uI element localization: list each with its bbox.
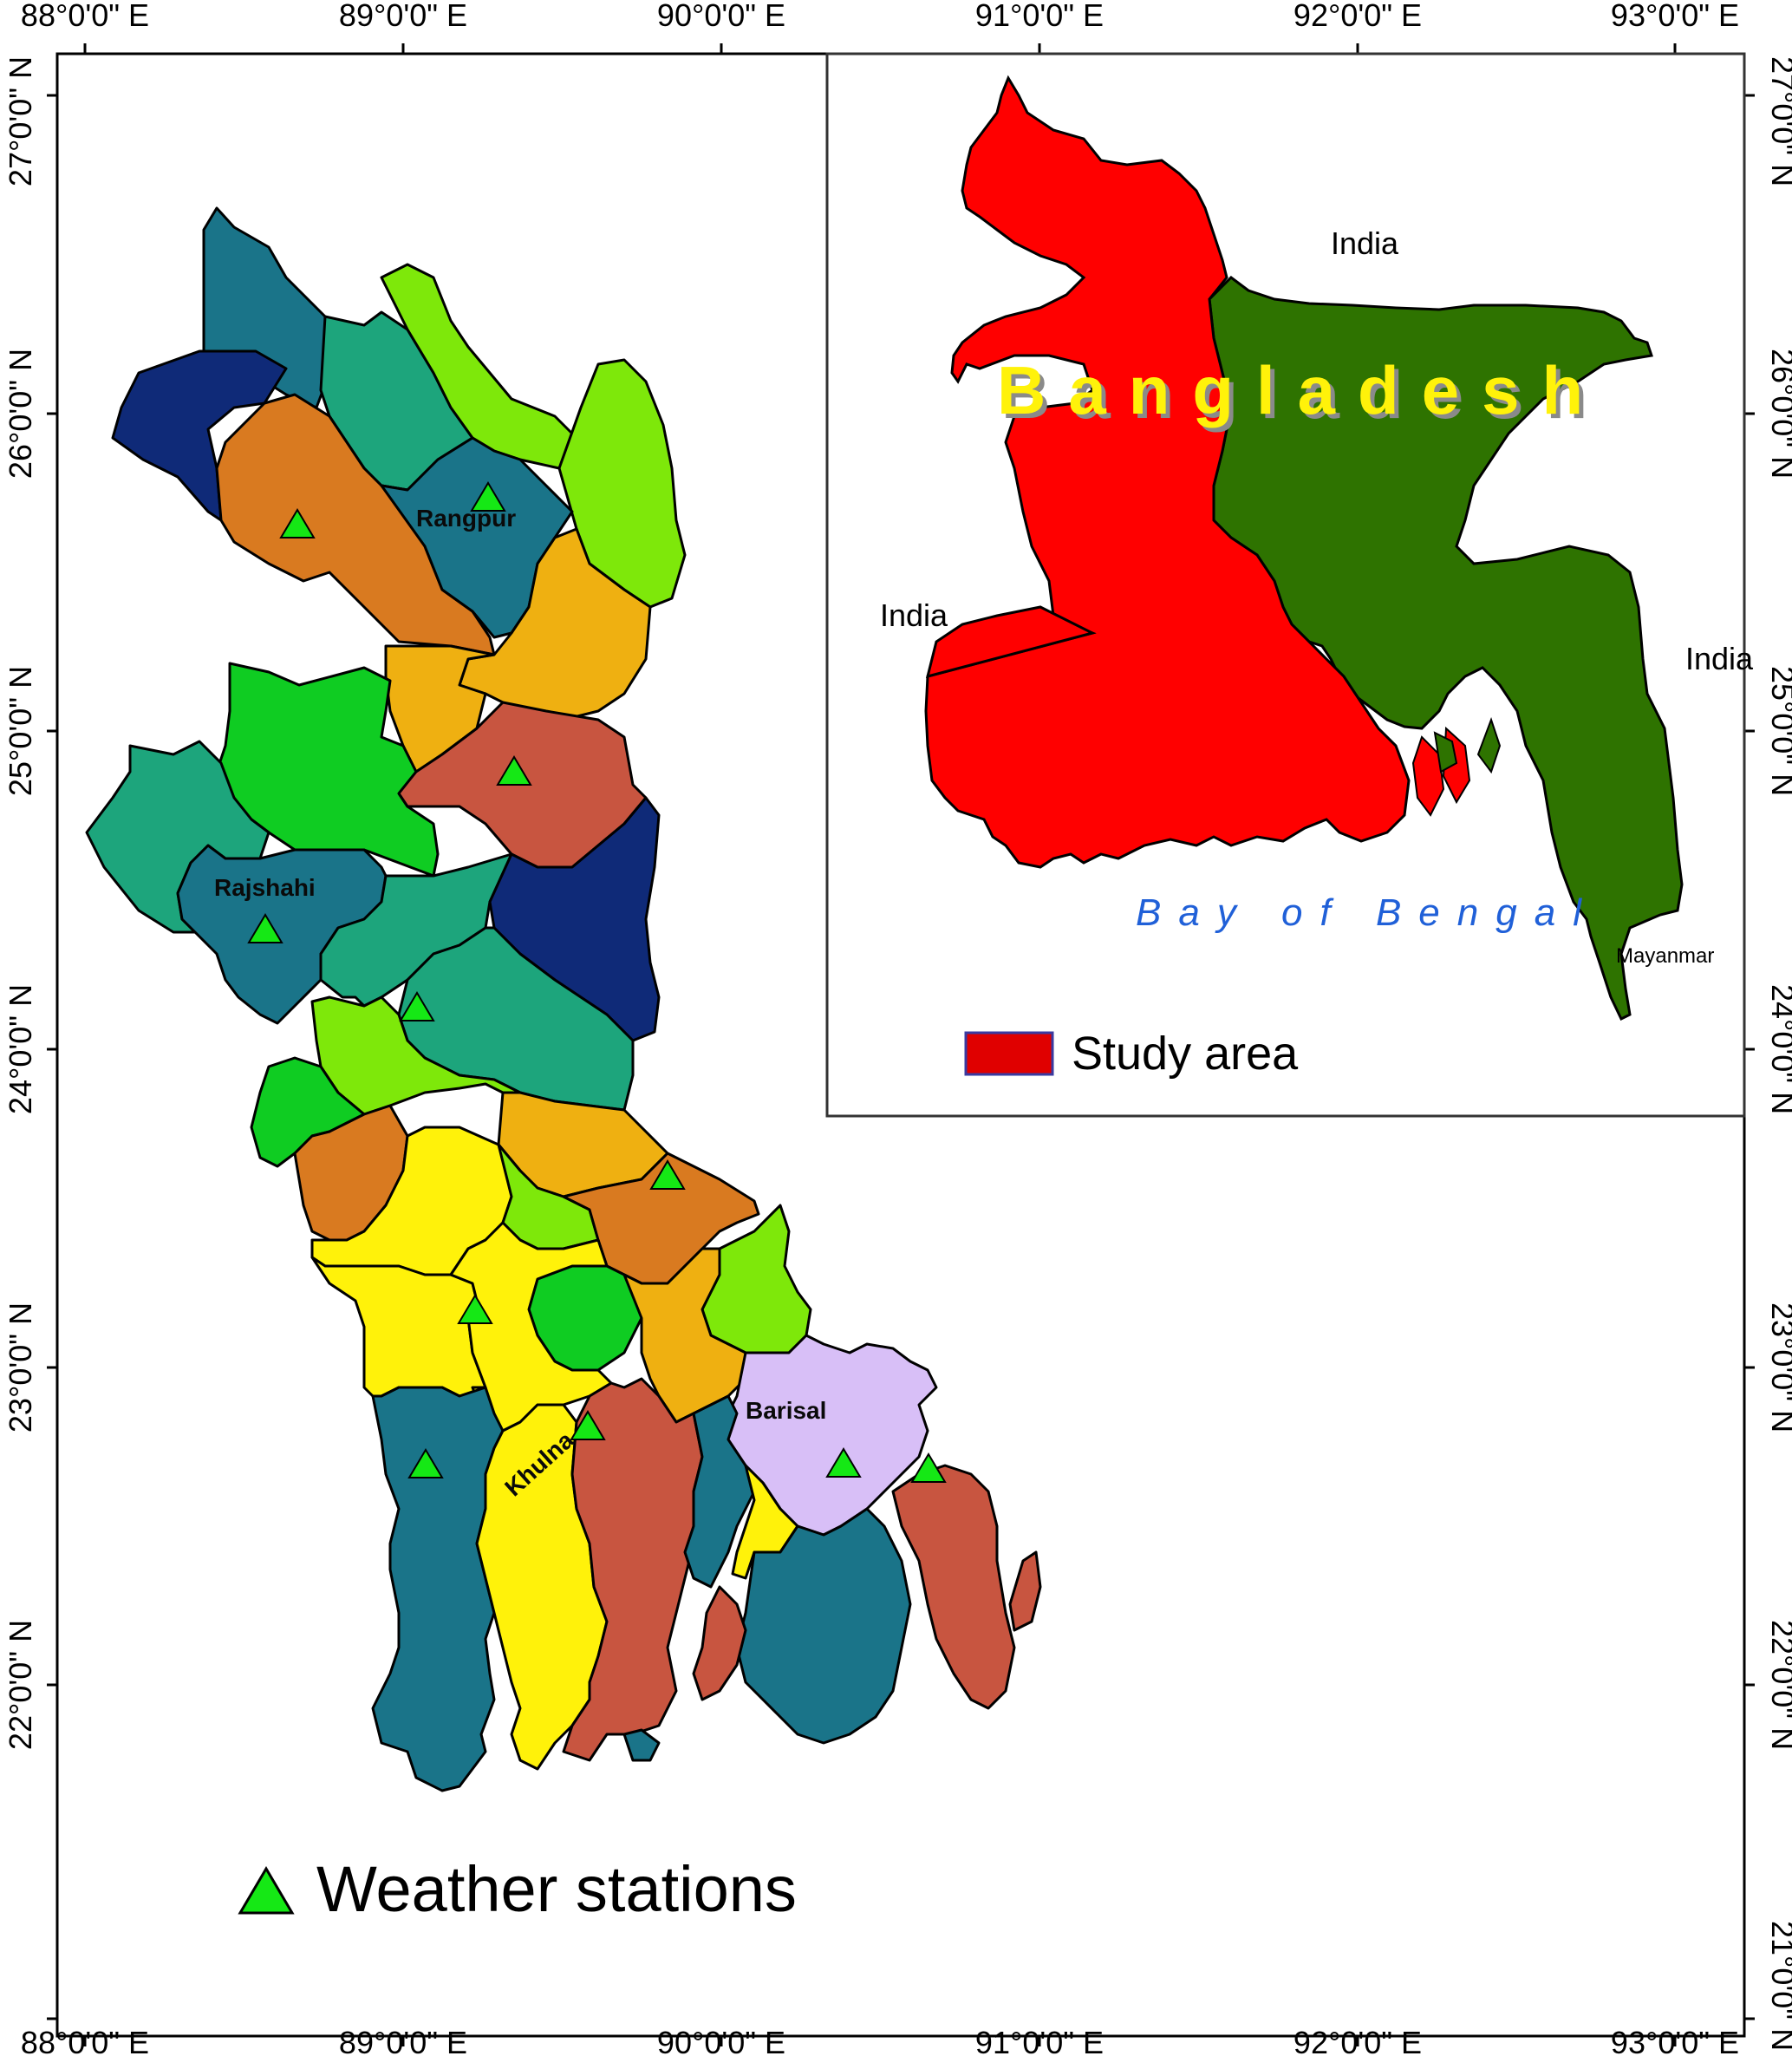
district — [891, 1464, 1016, 1710]
lat-label-right: 24°0'0" N — [1765, 984, 1792, 1114]
lon-label-top: 93°0'0" E — [1611, 0, 1739, 33]
inset-label-india-east: India — [1685, 641, 1754, 676]
inset-map: Bangladesh Bangladesh India India India … — [825, 52, 1754, 1118]
weather-station-marker — [496, 755, 532, 786]
lat-label-right: 21°0'0" N — [1765, 1921, 1792, 2051]
weather-station-marker — [247, 913, 283, 943]
district-map — [85, 206, 1042, 1792]
lat-label-left: 26°0'0" N — [3, 349, 38, 479]
inset-label-myanmar: Mayanmar — [1616, 944, 1714, 968]
lat-label-right: 22°0'0" N — [1765, 1620, 1792, 1750]
district — [622, 1728, 661, 1762]
inset-label-bay-of-bengal: Bay of Bengal — [1136, 891, 1599, 934]
study-area-coast — [925, 605, 1097, 679]
lat-label-left: 27°0'0" N — [3, 56, 38, 186]
study-area-western-bangladesh — [924, 75, 1411, 869]
lon-label-bottom: 89°0'0" E — [339, 2025, 467, 2056]
division-label-barisal: Barisal — [746, 1397, 826, 1424]
weather-station-marker — [910, 1452, 947, 1483]
lon-label-bottom: 90°0'0" E — [657, 2025, 785, 2056]
lat-label-right: 25°0'0" N — [1765, 666, 1792, 796]
lat-label-left: 24°0'0" N — [3, 984, 38, 1114]
inset-country-label-shadow: Bangladesh — [1001, 356, 1610, 433]
inset-legend-label-study-area: Study area — [1072, 1028, 1299, 1080]
lon-label-top: 92°0'0" E — [1293, 0, 1422, 33]
district — [735, 1507, 912, 1745]
lon-label-bottom: 93°0'0" E — [1611, 2025, 1739, 2056]
lon-label-top: 89°0'0" E — [339, 0, 467, 33]
inset-country-label: Bangladesh — [997, 352, 1606, 428]
lat-label-right: 26°0'0" N — [1765, 349, 1792, 479]
district — [1008, 1550, 1042, 1632]
district — [371, 1386, 505, 1792]
weather-station-marker — [407, 1448, 444, 1478]
district — [562, 1377, 704, 1762]
inset-legend-swatch — [964, 1031, 1054, 1076]
weather-station-marker — [279, 508, 316, 538]
lat-label-right: 23°0'0" N — [1765, 1302, 1792, 1433]
lon-label-top: 91°0'0" E — [975, 0, 1104, 33]
weather-station-marker — [825, 1447, 862, 1478]
district — [683, 1394, 756, 1589]
division-label-rajshahi: Rajshahi — [214, 874, 316, 901]
weather-station-marker — [470, 481, 506, 512]
lat-label-left: 23°0'0" N — [3, 1302, 38, 1433]
district — [692, 1585, 747, 1701]
legend-label-weather-stations: Weather stations — [316, 1853, 797, 1925]
inset-label-india-west: India — [880, 597, 948, 633]
weather-station-marker — [399, 991, 435, 1021]
legend-station-icon — [238, 1866, 295, 1915]
weather-station-marker — [457, 1294, 493, 1324]
rest-of-bangladesh — [1208, 276, 1684, 1021]
lat-label-right: 27°0'0" N — [1765, 56, 1792, 186]
district — [458, 527, 652, 721]
lat-label-left: 25°0'0" N — [3, 666, 38, 796]
islands — [1433, 717, 1502, 774]
weather-station-marker — [570, 1410, 606, 1440]
weather-station-marker — [649, 1159, 686, 1190]
graticule-ticks — [47, 43, 1755, 2046]
inset-label-india-north: India — [1331, 225, 1399, 261]
weather-stations — [247, 481, 947, 1483]
lat-label-left: 22°0'0" N — [3, 1620, 38, 1750]
lon-label-top: 90°0'0" E — [657, 0, 785, 33]
lon-label-bottom: 88°0'0" E — [21, 2025, 149, 2056]
lon-label-bottom: 91°0'0" E — [975, 2025, 1104, 2056]
lon-label-top: 88°0'0" E — [21, 0, 149, 33]
lon-label-bottom: 92°0'0" E — [1293, 2025, 1422, 2056]
